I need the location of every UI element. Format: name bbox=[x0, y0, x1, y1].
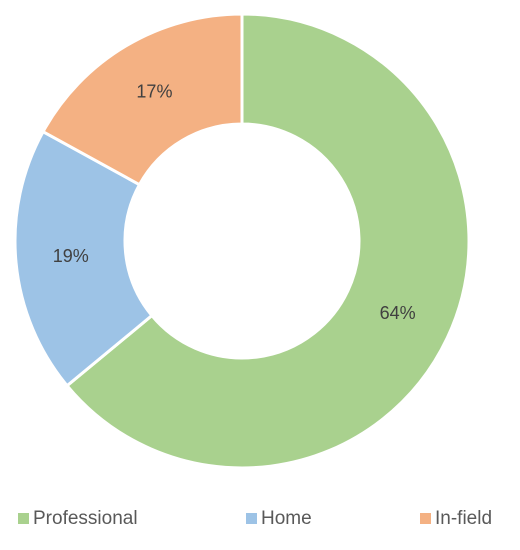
legend-label: In-field bbox=[435, 508, 492, 529]
donut-slice bbox=[64, 12, 471, 470]
data-label: 64% bbox=[380, 303, 416, 323]
legend-label: Home bbox=[261, 508, 312, 529]
data-label: 17% bbox=[136, 82, 172, 102]
donut-slice bbox=[13, 129, 154, 388]
legend-swatch bbox=[246, 513, 257, 524]
legend-swatch bbox=[420, 513, 431, 524]
legend-label: Professional bbox=[33, 508, 138, 529]
donut-slice bbox=[41, 12, 244, 187]
data-label: 19% bbox=[53, 246, 89, 266]
legend-swatch bbox=[18, 513, 29, 524]
